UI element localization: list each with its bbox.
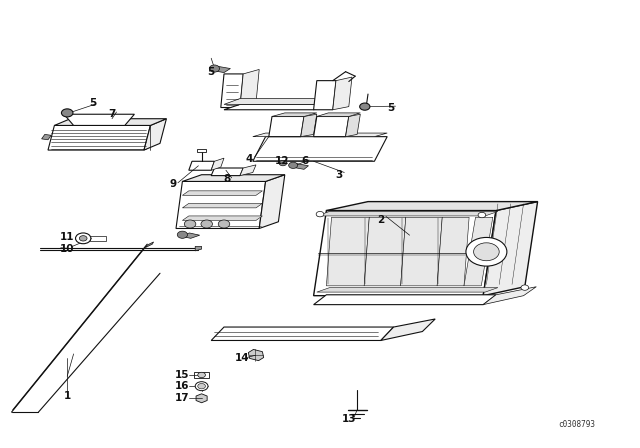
Polygon shape — [224, 104, 330, 110]
Polygon shape — [194, 372, 209, 378]
Polygon shape — [180, 233, 200, 238]
Text: 13: 13 — [342, 414, 356, 424]
Polygon shape — [364, 217, 406, 286]
Polygon shape — [90, 236, 106, 241]
Text: 4: 4 — [246, 154, 253, 164]
Circle shape — [61, 109, 73, 117]
Text: c0308793: c0308793 — [558, 420, 595, 429]
Polygon shape — [182, 216, 262, 220]
Polygon shape — [211, 327, 394, 340]
Polygon shape — [211, 66, 230, 73]
Circle shape — [76, 233, 91, 244]
Circle shape — [360, 103, 370, 110]
Polygon shape — [240, 165, 256, 176]
Circle shape — [201, 220, 212, 228]
Text: 1: 1 — [63, 392, 71, 401]
Text: 6: 6 — [301, 156, 308, 166]
Polygon shape — [272, 113, 317, 116]
Circle shape — [279, 160, 287, 166]
Polygon shape — [195, 246, 202, 251]
Circle shape — [521, 285, 529, 290]
Text: 16: 16 — [175, 381, 189, 391]
Text: 17: 17 — [175, 393, 189, 403]
Polygon shape — [253, 133, 387, 137]
Text: 3: 3 — [335, 170, 343, 180]
Polygon shape — [211, 168, 243, 176]
Polygon shape — [64, 114, 134, 125]
Text: 8: 8 — [223, 174, 231, 184]
Polygon shape — [259, 175, 285, 228]
Polygon shape — [346, 114, 360, 137]
Polygon shape — [464, 217, 493, 286]
Polygon shape — [146, 242, 154, 247]
Polygon shape — [189, 161, 214, 170]
Polygon shape — [314, 81, 336, 110]
Text: 12: 12 — [275, 156, 289, 166]
Polygon shape — [197, 149, 206, 152]
Polygon shape — [196, 394, 207, 403]
Text: 5: 5 — [387, 103, 394, 112]
Polygon shape — [248, 349, 264, 361]
Circle shape — [177, 231, 188, 238]
Circle shape — [198, 383, 205, 389]
Circle shape — [209, 65, 220, 72]
Polygon shape — [269, 116, 304, 137]
Text: 15: 15 — [175, 370, 189, 380]
Circle shape — [218, 220, 230, 228]
Circle shape — [184, 220, 196, 228]
Text: 14: 14 — [235, 353, 249, 363]
Circle shape — [316, 211, 324, 217]
Polygon shape — [176, 181, 266, 228]
Polygon shape — [317, 211, 498, 216]
Polygon shape — [292, 164, 308, 169]
Polygon shape — [483, 202, 538, 296]
Polygon shape — [42, 134, 51, 140]
Polygon shape — [211, 158, 224, 170]
Polygon shape — [182, 203, 262, 208]
Polygon shape — [483, 287, 536, 305]
Polygon shape — [401, 217, 442, 286]
Text: 2: 2 — [377, 215, 385, 224]
Polygon shape — [317, 113, 360, 116]
Text: 10: 10 — [60, 244, 74, 254]
Polygon shape — [48, 125, 150, 150]
Polygon shape — [326, 202, 538, 211]
Polygon shape — [224, 99, 330, 104]
Polygon shape — [182, 191, 262, 195]
Polygon shape — [253, 137, 387, 161]
Circle shape — [474, 243, 499, 261]
Polygon shape — [437, 217, 469, 286]
Polygon shape — [182, 175, 285, 181]
Polygon shape — [301, 114, 317, 137]
Polygon shape — [326, 217, 369, 286]
Circle shape — [79, 236, 87, 241]
Text: 5: 5 — [207, 67, 215, 77]
Circle shape — [478, 212, 486, 218]
Text: 7: 7 — [108, 109, 116, 119]
Polygon shape — [240, 69, 259, 108]
Polygon shape — [317, 288, 498, 292]
Polygon shape — [221, 74, 243, 108]
Polygon shape — [314, 211, 496, 296]
Text: 9: 9 — [169, 179, 177, 189]
Polygon shape — [314, 116, 349, 137]
Polygon shape — [54, 119, 166, 125]
Circle shape — [195, 382, 208, 391]
Polygon shape — [333, 77, 352, 110]
Circle shape — [289, 162, 298, 168]
Text: 5: 5 — [89, 98, 97, 108]
Circle shape — [466, 237, 507, 266]
Polygon shape — [144, 119, 166, 150]
Text: 11: 11 — [60, 233, 74, 242]
Polygon shape — [381, 319, 435, 340]
Polygon shape — [314, 295, 496, 305]
Circle shape — [198, 372, 205, 378]
